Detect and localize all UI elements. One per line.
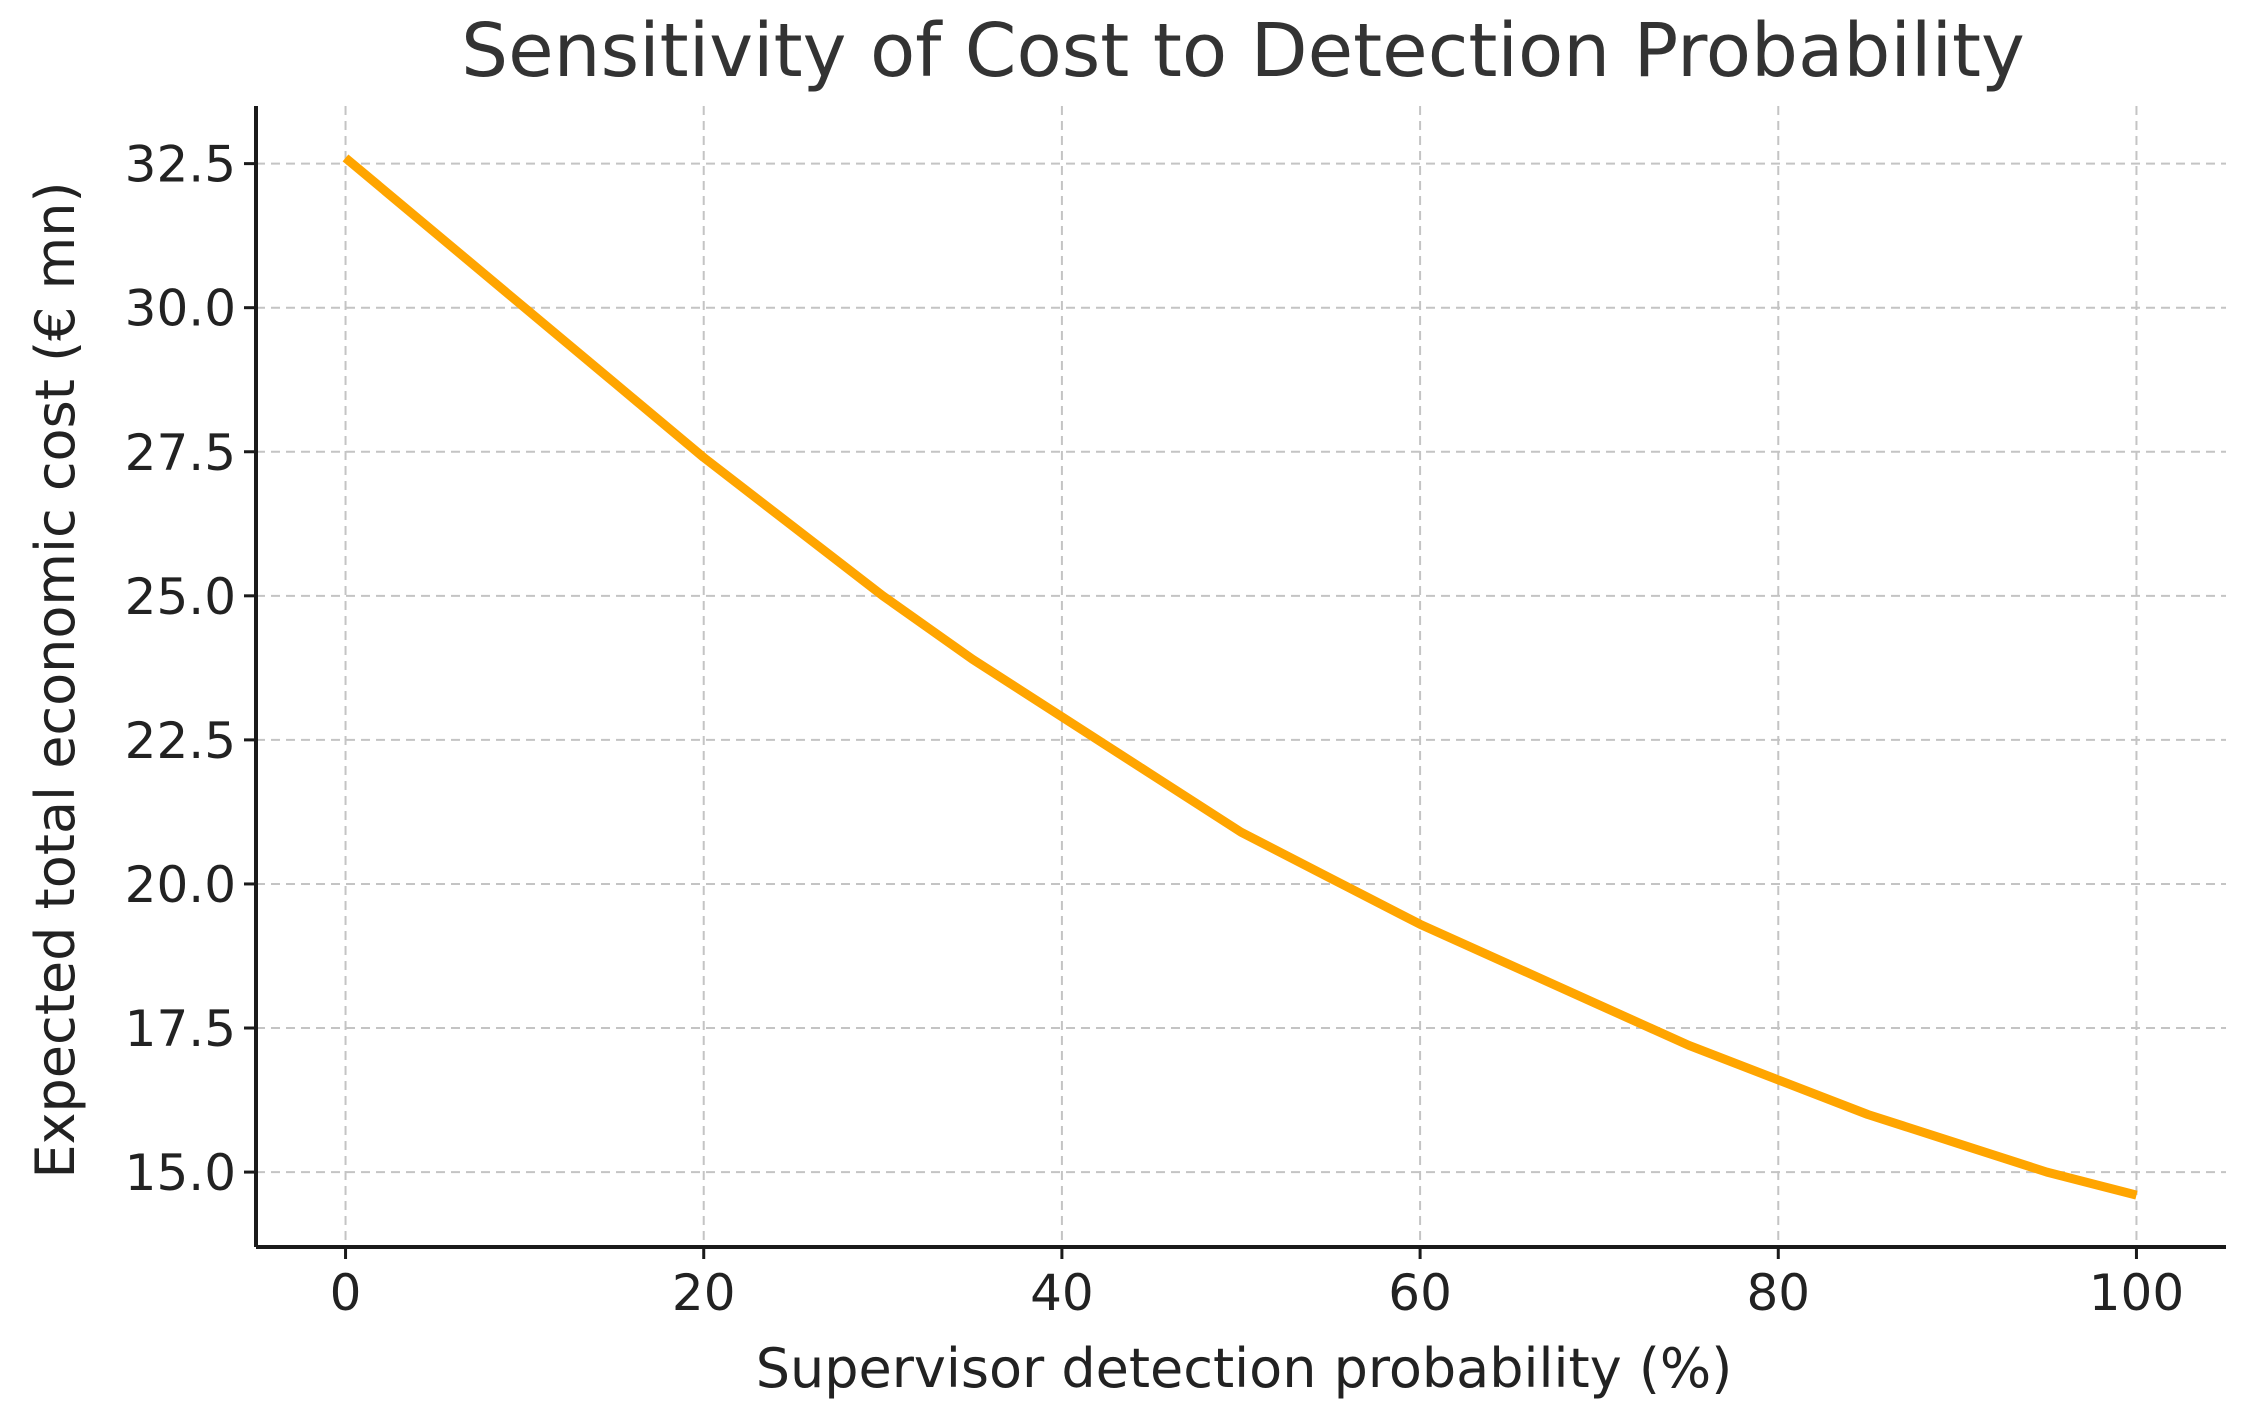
series-line: [342, 154, 2138, 1200]
x-tick-label: 60: [1388, 1264, 1452, 1322]
chart-title: Sensitivity of Cost to Detection Probabi…: [461, 8, 2025, 94]
y-tick-label: 30.0: [125, 280, 236, 338]
series-layer: [342, 154, 2138, 1200]
y-tick-label: 22.5: [125, 712, 236, 770]
x-tick-label: 20: [672, 1264, 736, 1322]
x-tick-label: 80: [1746, 1264, 1810, 1322]
x-axis-label: Supervisor detection probability (%): [756, 1337, 1733, 1400]
y-tick-label: 32.5: [125, 136, 236, 194]
y-tick-label: 20.0: [125, 856, 236, 914]
x-tick-label: 0: [330, 1264, 362, 1322]
grid-lines: [256, 106, 2226, 1247]
y-tick-label: 15.0: [125, 1144, 236, 1202]
y-axis-label: Expected total economic cost (€ mn): [24, 181, 87, 1178]
y-tick-label: 17.5: [125, 1000, 236, 1058]
axes: [254, 106, 2226, 1249]
x-tick-label: 100: [2089, 1264, 2184, 1322]
y-tick-label: 25.0: [125, 568, 236, 626]
x-tick-label: 40: [1030, 1264, 1094, 1322]
tick-marks: 0 20 40 60 80 100 15.0 17.5 20.0 22.5 25.0 27.5 30.0…: [125, 136, 2185, 1322]
y-tick-label: 27.5: [125, 424, 236, 482]
